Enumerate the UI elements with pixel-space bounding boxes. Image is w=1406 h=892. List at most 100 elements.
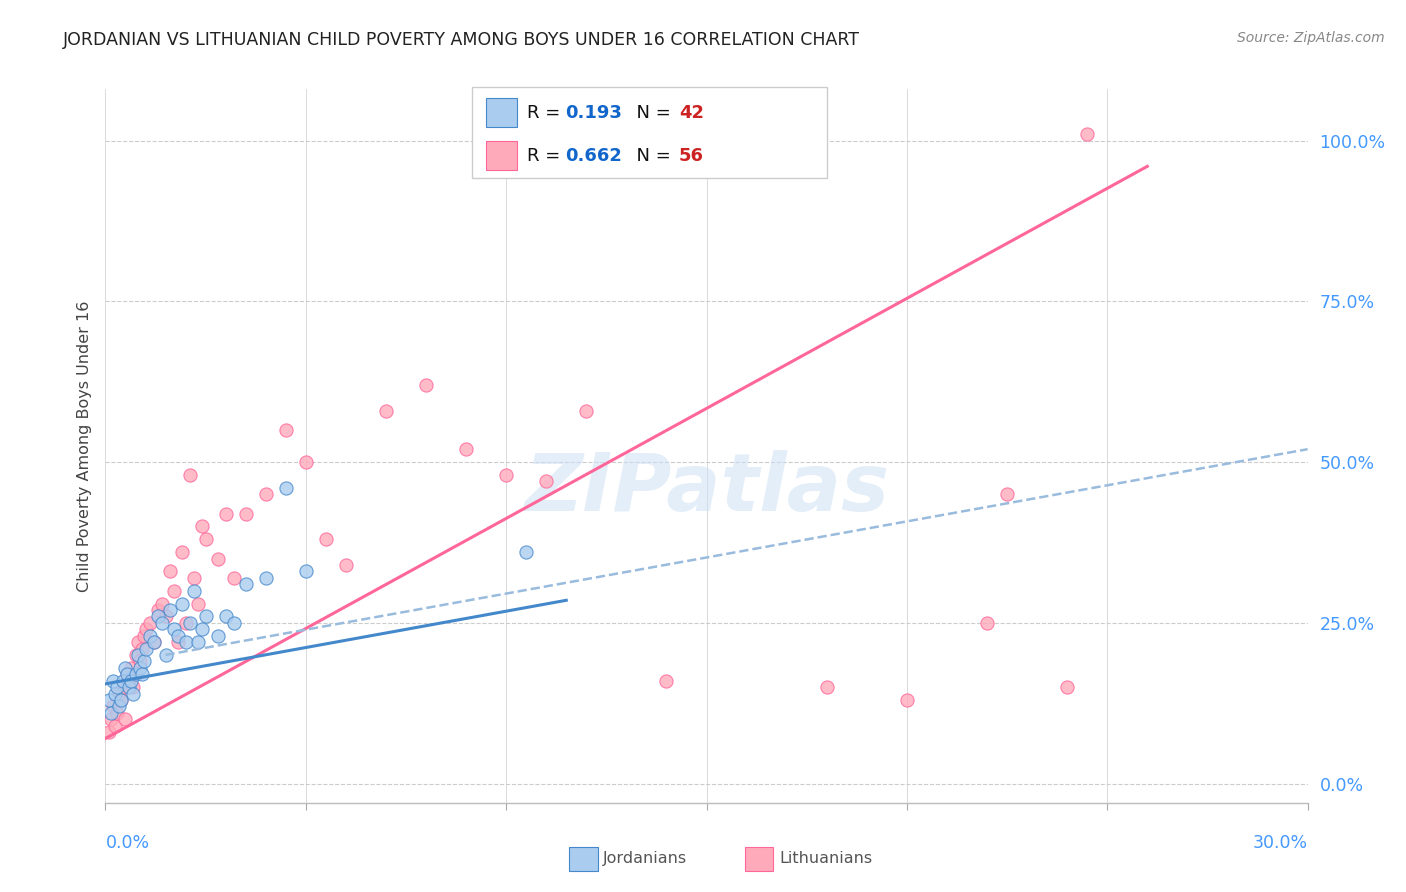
Point — [128, 654, 150, 668]
Point — [495, 467, 517, 482]
Point — [110, 693, 132, 707]
Point — [132, 629, 155, 643]
Point — [162, 622, 184, 636]
Point — [159, 565, 181, 579]
Point — [222, 615, 245, 630]
Point — [374, 403, 398, 417]
Point — [146, 603, 169, 617]
Point — [214, 507, 236, 521]
Point — [112, 680, 135, 694]
Point — [1056, 680, 1078, 694]
Point — [456, 442, 478, 457]
Text: 0.662: 0.662 — [565, 146, 621, 164]
Point — [194, 609, 217, 624]
Point — [117, 667, 139, 681]
Point — [98, 725, 121, 739]
Point — [170, 545, 193, 559]
Point — [124, 648, 146, 662]
Text: R =: R = — [527, 146, 567, 164]
Point — [118, 680, 141, 694]
Point — [190, 622, 212, 636]
Point — [335, 558, 357, 572]
Point — [274, 423, 297, 437]
Point — [108, 699, 131, 714]
Point — [121, 673, 143, 688]
Point — [146, 609, 169, 624]
Point — [135, 622, 157, 636]
Point — [155, 648, 177, 662]
Point — [187, 597, 209, 611]
Point — [131, 641, 153, 656]
Point — [104, 719, 127, 733]
Point — [315, 533, 337, 547]
Point — [118, 673, 141, 688]
Point — [166, 629, 188, 643]
Point — [274, 481, 297, 495]
Point — [112, 673, 135, 688]
Text: N =: N = — [626, 146, 676, 164]
Text: Lithuanians: Lithuanians — [779, 851, 872, 865]
Text: R =: R = — [527, 103, 567, 121]
Point — [183, 583, 205, 598]
Point — [107, 680, 129, 694]
Point — [815, 680, 838, 694]
Point — [122, 680, 145, 694]
Point — [179, 615, 201, 630]
Point — [142, 635, 165, 649]
Point — [150, 597, 173, 611]
Point — [162, 583, 184, 598]
Point — [135, 641, 157, 656]
Point — [138, 629, 160, 643]
Point — [214, 609, 236, 624]
Point — [98, 693, 121, 707]
Point — [127, 635, 149, 649]
Point — [174, 635, 197, 649]
Point — [103, 699, 125, 714]
Text: JORDANIAN VS LITHUANIAN CHILD POVERTY AMONG BOYS UNDER 16 CORRELATION CHART: JORDANIAN VS LITHUANIAN CHILD POVERTY AM… — [63, 31, 860, 49]
Text: 56: 56 — [679, 146, 704, 164]
Point — [132, 654, 155, 668]
Point — [166, 635, 188, 649]
Point — [1076, 127, 1098, 141]
Point — [131, 667, 153, 681]
Point — [207, 629, 229, 643]
Point — [121, 661, 143, 675]
Point — [108, 686, 131, 700]
Point — [170, 597, 193, 611]
Point — [995, 487, 1018, 501]
Text: Source: ZipAtlas.com: Source: ZipAtlas.com — [1237, 31, 1385, 45]
Point — [235, 507, 257, 521]
Point — [295, 455, 318, 469]
Y-axis label: Child Poverty Among Boys Under 16: Child Poverty Among Boys Under 16 — [76, 301, 91, 591]
Point — [179, 467, 201, 482]
Point — [235, 577, 257, 591]
Text: 0.193: 0.193 — [565, 103, 621, 121]
Point — [100, 712, 122, 726]
Point — [222, 571, 245, 585]
Point — [896, 693, 918, 707]
Point — [194, 533, 217, 547]
Point — [655, 673, 678, 688]
Point — [254, 571, 277, 585]
Text: Jordanians: Jordanians — [603, 851, 688, 865]
Point — [415, 378, 437, 392]
Text: 0.0%: 0.0% — [105, 834, 149, 852]
Point — [128, 661, 150, 675]
Point — [124, 667, 146, 681]
Point — [187, 635, 209, 649]
Point — [122, 686, 145, 700]
Point — [107, 706, 129, 720]
Point — [976, 615, 998, 630]
Point — [103, 673, 125, 688]
Text: ZIPatlas: ZIPatlas — [524, 450, 889, 528]
Point — [190, 519, 212, 533]
Point — [114, 712, 136, 726]
Text: 30.0%: 30.0% — [1253, 834, 1308, 852]
Point — [159, 603, 181, 617]
Point — [114, 661, 136, 675]
Point — [117, 667, 139, 681]
Text: 42: 42 — [679, 103, 704, 121]
Point — [183, 571, 205, 585]
Point — [254, 487, 277, 501]
Point — [207, 551, 229, 566]
